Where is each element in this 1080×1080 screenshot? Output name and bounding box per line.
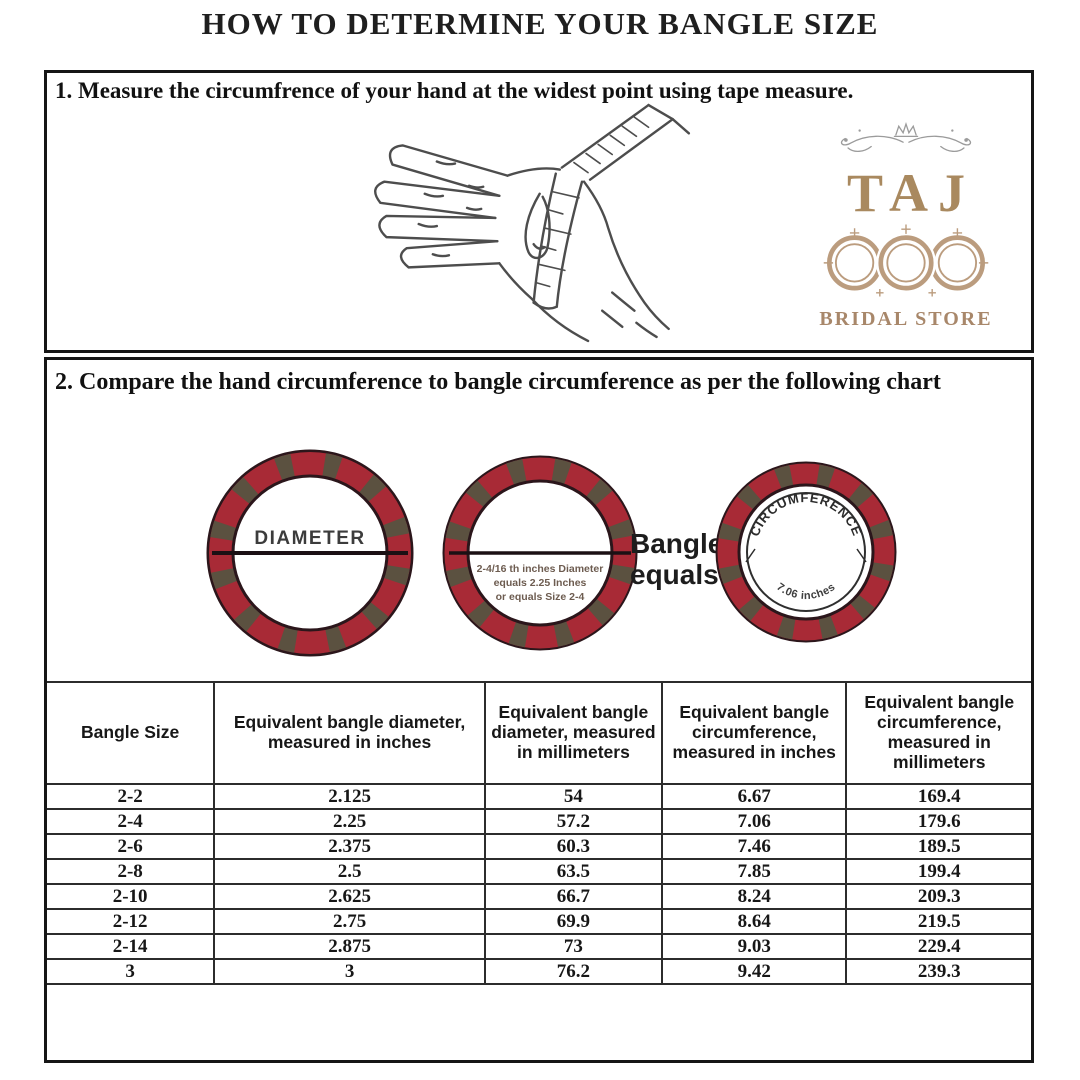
brand-name: TAJ (846, 163, 975, 223)
cell-circumference-mm: 239.3 (845, 958, 1031, 985)
cell-diameter-in: 2.5 (213, 858, 486, 885)
table-row: 2-10 2.625 66.7 8.24 209.3 (47, 883, 1031, 910)
step2-panel: 2. Compare the hand circumference to ban… (44, 357, 1034, 1063)
cell-size: 3 (47, 958, 216, 985)
step2-heading: 2. Compare the hand circumference to ban… (55, 369, 941, 395)
cell-diameter-in: 2.25 (213, 808, 486, 835)
cell-size: 2-12 (47, 908, 216, 935)
cell-circumference-mm: 229.4 (845, 933, 1031, 960)
cell-circumference-mm: 189.5 (845, 833, 1031, 860)
example-note-line2: equals 2.25 Inches (494, 577, 587, 589)
cell-circumference-mm: 169.4 (845, 783, 1031, 810)
brand-logo: TAJ BRIDAL STO (801, 119, 1011, 331)
example-note-line1: 2-4/16 th inches Diameter (477, 563, 604, 575)
table-row: 3 3 76.2 9.42 239.3 (47, 958, 1031, 985)
brand-subtitle: BRIDAL STORE (819, 308, 993, 331)
cell-size: 2-8 (47, 858, 216, 885)
cell-size: 2-6 (47, 833, 216, 860)
cell-circumference-mm: 209.3 (845, 883, 1031, 910)
cell-size: 2-2 (47, 783, 216, 810)
bangle-equals-line1: Bangle (630, 528, 724, 559)
table-row: 2-14 2.875 73 9.03 229.4 (47, 933, 1031, 960)
cell-size: 2-10 (47, 883, 216, 910)
cell-circumference-in: 7.85 (660, 858, 848, 885)
cell-diameter-in: 2.375 (213, 833, 486, 860)
column-header-circumference-inches: Equivalent bangle circumference, measure… (660, 681, 848, 785)
cell-diameter-in: 2.75 (213, 908, 486, 935)
table-row: 2-2 2.125 54 6.67 169.4 (47, 783, 1031, 810)
example-note-line3: or equals Size 2-4 (496, 591, 585, 603)
cell-circumference-in: 7.46 (660, 833, 848, 860)
cell-diameter-mm: 60.3 (483, 833, 663, 860)
column-header-circumference-mm: Equivalent bangle circumference, measure… (845, 681, 1031, 785)
cell-diameter-mm: 63.5 (483, 858, 663, 885)
cell-circumference-in: 9.42 (660, 958, 848, 985)
cell-diameter-mm: 76.2 (483, 958, 663, 985)
cell-diameter-mm: 66.7 (483, 883, 663, 910)
cell-diameter-in: 2.875 (213, 933, 486, 960)
cell-circumference-in: 8.64 (660, 908, 848, 935)
bangle-diameter-diagram: DIAMETER (204, 447, 416, 664)
diameter-label: DIAMETER (254, 528, 365, 549)
bangle-size-example-diagram: 2-4/16 th inches Diameter equals 2.25 In… (440, 453, 640, 658)
cell-diameter-mm: 69.9 (483, 908, 663, 935)
bangle-equals-line2: equals (630, 559, 719, 591)
hand-measure-illustration (347, 95, 692, 352)
logo-flourish-icon (840, 122, 972, 152)
cell-circumference-in: 7.06 (660, 808, 848, 835)
table-row: 2-6 2.375 60.3 7.46 189.5 (47, 833, 1031, 860)
bangle-size-table: Bangle Size Equivalent bangle diameter, … (47, 681, 1031, 985)
cell-diameter-in: 3 (213, 958, 486, 985)
cell-circumference-mm: 179.6 (845, 808, 1031, 835)
bangle-equals-label: Bangle equals (630, 528, 770, 591)
logo-rings-icon (823, 224, 989, 297)
table-header-row: Bangle Size Equivalent bangle diameter, … (47, 681, 1031, 785)
table-row: 2-12 2.75 69.9 8.64 219.5 (47, 908, 1031, 935)
cell-size: 2-4 (47, 808, 216, 835)
column-header-diameter-mm: Equivalent bangle diameter, measured in … (483, 681, 663, 785)
cell-circumference-mm: 219.5 (845, 908, 1031, 935)
hand-tape-measure-icon (374, 103, 691, 343)
column-header-bangle-size: Bangle Size (47, 681, 216, 785)
table-row: 2-8 2.5 63.5 7.85 199.4 (47, 858, 1031, 885)
cell-diameter-in: 2.125 (213, 783, 486, 810)
cell-circumference-in: 9.03 (660, 933, 848, 960)
step1-heading: 1. Measure the circumfrence of your hand… (55, 78, 854, 103)
cell-circumference-in: 6.67 (660, 783, 848, 810)
column-header-diameter-inches: Equivalent bangle diameter, measured in … (213, 681, 486, 785)
page-title: HOW TO DETERMINE YOUR BANGLE SIZE (201, 6, 879, 41)
cell-circumference-in: 8.24 (660, 883, 848, 910)
cell-size: 2-14 (47, 933, 216, 960)
cell-diameter-mm: 57.2 (483, 808, 663, 835)
bangle-circumference-diagram: CIRCUMFERENCE 7.06 inches (713, 459, 899, 650)
cell-diameter-in: 2.625 (213, 883, 486, 910)
step1-panel: 1. Measure the circumfrence of your hand… (44, 70, 1034, 353)
cell-circumference-mm: 199.4 (845, 858, 1031, 885)
cell-diameter-mm: 54 (483, 783, 663, 810)
cell-diameter-mm: 73 (483, 933, 663, 960)
table-row: 2-4 2.25 57.2 7.06 179.6 (47, 808, 1031, 835)
